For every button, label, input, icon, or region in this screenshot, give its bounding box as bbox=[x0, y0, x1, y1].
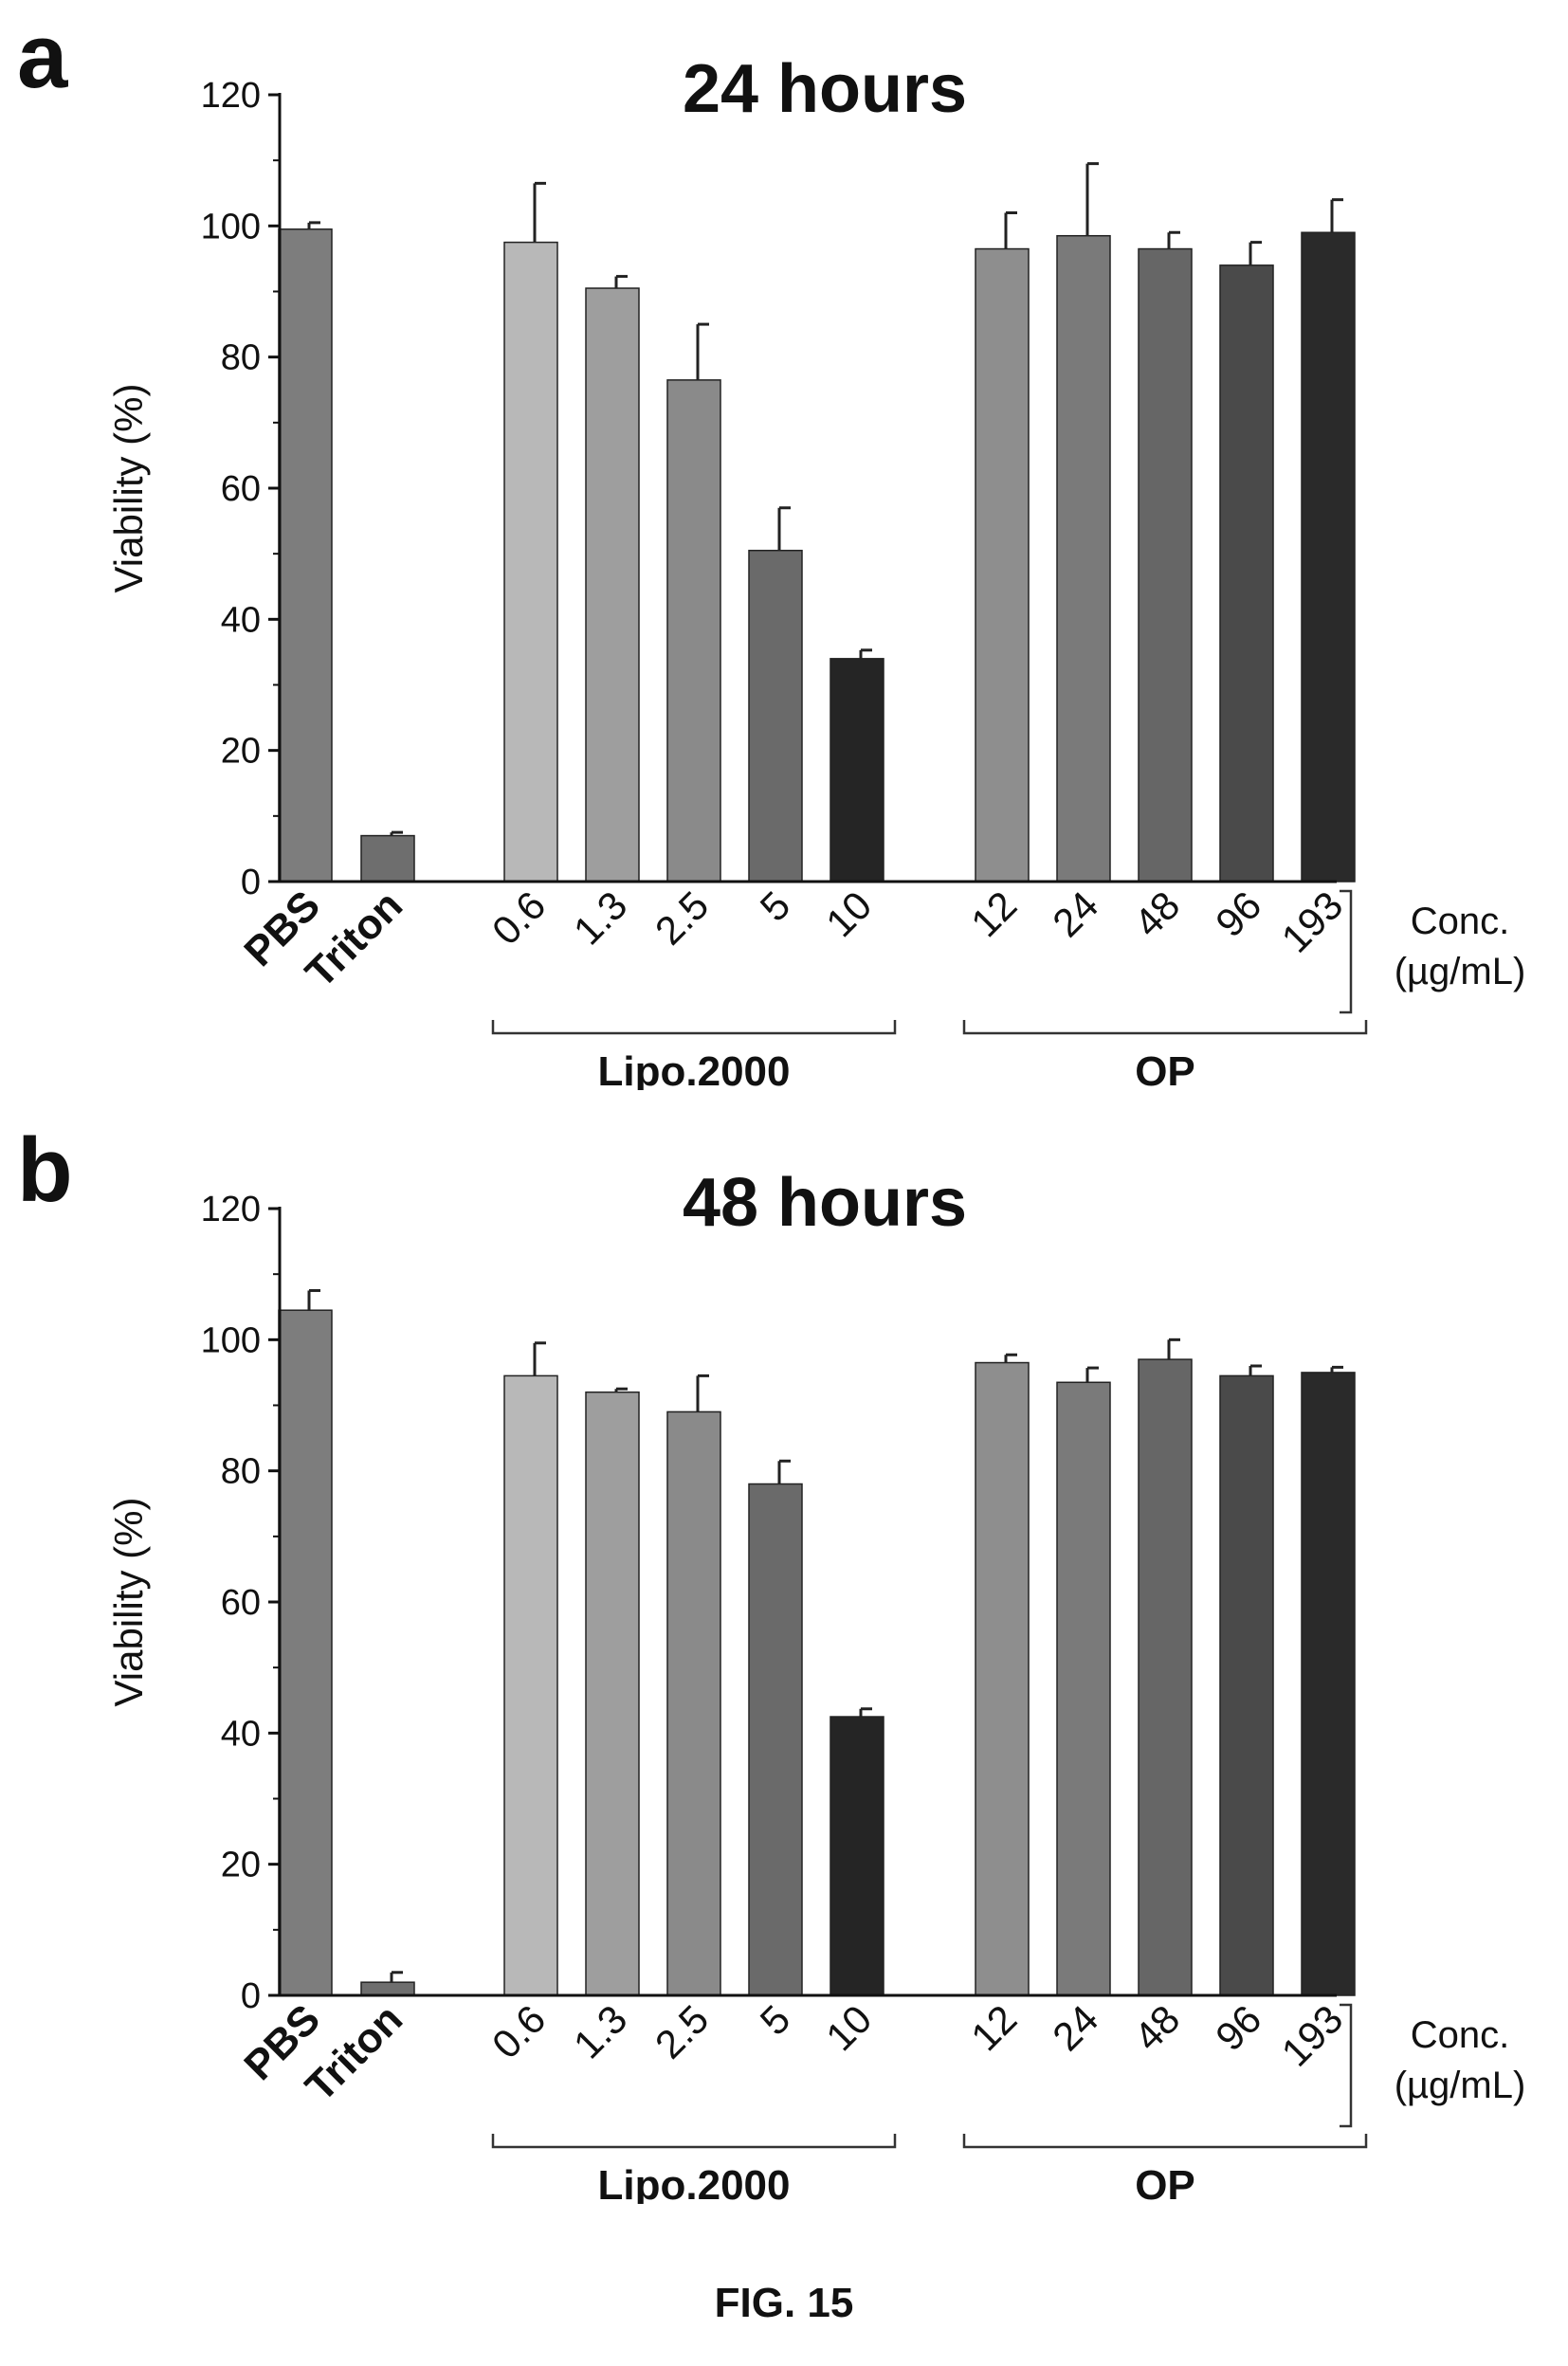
bar-12 bbox=[975, 1361, 1030, 1996]
bar-Triton bbox=[360, 834, 415, 883]
group-bracket-lipo-2000 bbox=[491, 1020, 897, 1035]
bar-24 bbox=[1056, 234, 1111, 883]
conc-label: Conc. bbox=[1411, 901, 1510, 942]
group-bracket-lipo-2000 bbox=[491, 2134, 897, 2149]
bar-10 bbox=[830, 658, 884, 883]
y-tick-label: 40 bbox=[221, 1714, 261, 1754]
bar-96 bbox=[1219, 1374, 1274, 1996]
y-tick-label: 80 bbox=[221, 1452, 261, 1492]
x-tick-label: 24 bbox=[1044, 883, 1106, 945]
x-tick-label: 193 bbox=[1273, 883, 1352, 961]
bar-Triton bbox=[360, 1981, 415, 1996]
group-label: OP bbox=[1135, 2162, 1195, 2204]
y-tick-label: 20 bbox=[221, 732, 261, 772]
x-tick-label: 5 bbox=[752, 1996, 799, 2044]
conc-bracket bbox=[1340, 2003, 1353, 2128]
chart-panel-b: b 48 hours 0 20 40 60 80 100 120 Viability (%) PBS… bbox=[0, 1114, 1568, 2204]
bar-96 bbox=[1219, 264, 1274, 883]
bar-PBS bbox=[278, 1309, 333, 1996]
y-tick-label: 0 bbox=[241, 863, 261, 902]
x-tick-label: 48 bbox=[1125, 883, 1188, 945]
x-tick-label: 1.3 bbox=[565, 883, 636, 954]
bar-PBS bbox=[278, 228, 333, 883]
x-tick-label: 24 bbox=[1044, 1996, 1106, 2059]
bar-1.3 bbox=[585, 1391, 640, 1996]
conc-label: Conc. bbox=[1411, 2014, 1510, 2056]
x-tick-label: 48 bbox=[1125, 1996, 1188, 2059]
group-bracket-op bbox=[962, 1020, 1368, 1035]
y-tick-label: 20 bbox=[221, 1846, 261, 1885]
x-tick-label: Triton bbox=[297, 882, 411, 996]
bar-1.3 bbox=[585, 287, 640, 883]
group-label: OP bbox=[1135, 1048, 1195, 1090]
y-axis-label: Viability (%) bbox=[106, 1498, 151, 1707]
bar-0.6 bbox=[503, 241, 558, 883]
conc-unit-label: (µg/mL) bbox=[1395, 951, 1526, 992]
group-bracket-op bbox=[962, 2134, 1368, 2149]
group-label: Lipo.2000 bbox=[598, 1048, 791, 1090]
x-tick-label: 0.6 bbox=[483, 883, 555, 954]
bar-193 bbox=[1301, 1372, 1356, 1996]
conc-bracket bbox=[1340, 889, 1353, 1014]
x-tick-label: 2.5 bbox=[647, 1996, 718, 2067]
x-tick-label: 1.3 bbox=[565, 1996, 636, 2067]
x-tick-label: 96 bbox=[1207, 1996, 1269, 2059]
bar-0.6 bbox=[503, 1374, 558, 1996]
chart-title: 24 hours bbox=[683, 51, 967, 127]
y-tick-label: 120 bbox=[201, 76, 261, 116]
bar-5 bbox=[748, 549, 803, 883]
bar-48 bbox=[1138, 247, 1193, 883]
x-tick-label: 12 bbox=[962, 1996, 1025, 2059]
figure-label: FIG. 15 bbox=[714, 2280, 854, 2326]
y-tick-label: 120 bbox=[201, 1190, 261, 1229]
bar-2.5 bbox=[666, 379, 721, 883]
x-tick-label: 2.5 bbox=[647, 883, 718, 954]
x-tick-label: 193 bbox=[1273, 1996, 1352, 2075]
panel-letter: b bbox=[17, 1119, 73, 1221]
bar-24 bbox=[1056, 1381, 1111, 1996]
y-tick-label: 0 bbox=[241, 1976, 261, 2016]
bar-2.5 bbox=[666, 1410, 721, 1996]
y-tick-label: 60 bbox=[221, 1583, 261, 1623]
y-tick-label: 60 bbox=[221, 469, 261, 509]
bar-12 bbox=[975, 247, 1030, 883]
x-tick-label: Triton bbox=[297, 1995, 411, 2110]
y-axis-label: Viability (%) bbox=[106, 384, 151, 593]
x-tick-label: 0.6 bbox=[483, 1996, 555, 2067]
chart-panel-a: a 24 hours 0 20 40 60 80 100 120 Viability (%) PBS… bbox=[0, 0, 1568, 1090]
x-tick-label: 5 bbox=[752, 883, 799, 930]
group-label: Lipo.2000 bbox=[598, 2162, 791, 2204]
conc-unit-label: (µg/mL) bbox=[1395, 2065, 1526, 2106]
panel-letter: a bbox=[17, 6, 68, 107]
chart-title: 48 hours bbox=[683, 1165, 967, 1241]
y-tick-label: 80 bbox=[221, 338, 261, 378]
bar-193 bbox=[1301, 231, 1356, 883]
x-tick-label: 12 bbox=[962, 883, 1025, 945]
bar-10 bbox=[830, 1716, 884, 1996]
y-tick-label: 40 bbox=[221, 600, 261, 640]
bar-48 bbox=[1138, 1358, 1193, 1996]
x-tick-label: 96 bbox=[1207, 883, 1269, 945]
y-tick-label: 100 bbox=[201, 207, 261, 246]
x-tick-label: 10 bbox=[817, 883, 880, 945]
y-tick-label: 100 bbox=[201, 1320, 261, 1360]
x-tick-label: 10 bbox=[817, 1996, 880, 2059]
bar-5 bbox=[748, 1483, 803, 1996]
